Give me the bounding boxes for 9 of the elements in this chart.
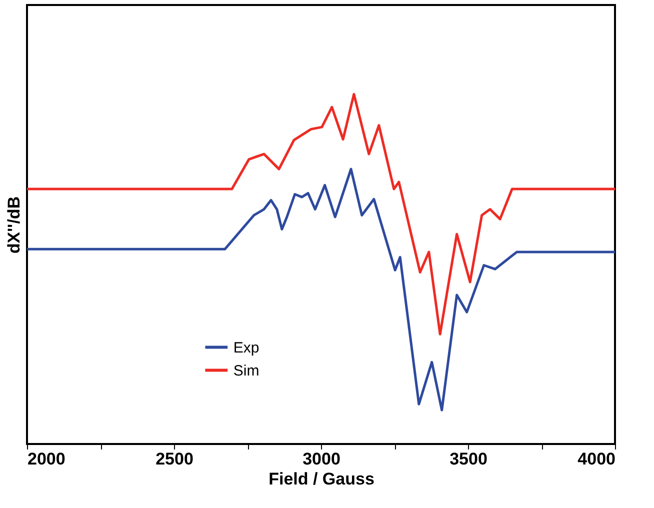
x-axis-title: Field / Gauss <box>268 470 374 488</box>
x-tick-label: 3000 <box>302 450 340 468</box>
x-tick-label: 2500 <box>156 450 194 468</box>
x-tick-label: 2000 <box>28 450 66 468</box>
legend-label: Exp <box>233 339 260 356</box>
y-axis-title: dX''/dB <box>4 196 24 254</box>
legend-label: Sim <box>233 362 260 380</box>
x-tick-label: 3500 <box>450 450 488 468</box>
x-tick-label: 4000 <box>578 450 616 468</box>
